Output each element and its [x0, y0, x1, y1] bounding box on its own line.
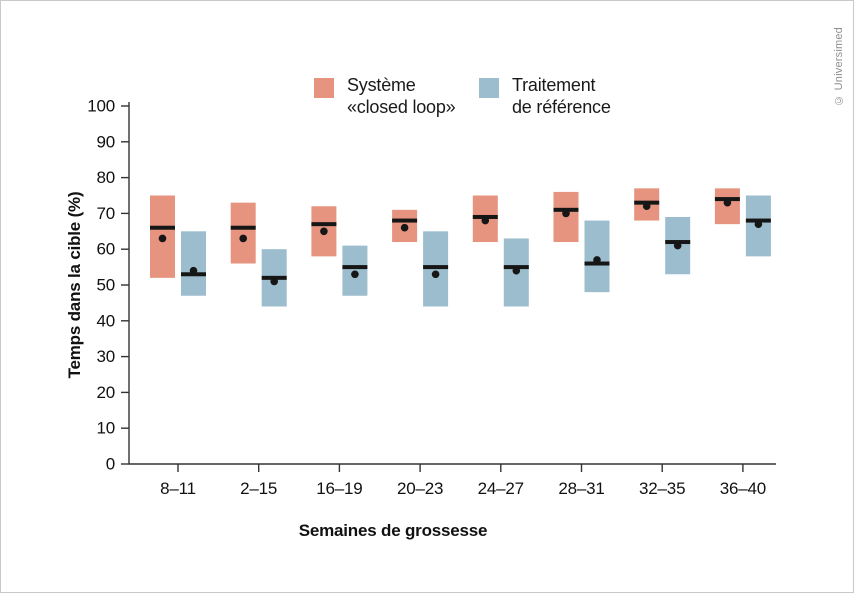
x-tick-label: 2–15 — [240, 479, 277, 498]
x-tick-label: 24–27 — [478, 479, 524, 498]
y-tick-label: 80 — [96, 168, 115, 187]
closed-loop-range-box — [230, 202, 256, 264]
y-tick-label: 50 — [96, 276, 115, 295]
y-axis-title: Temps dans la cible (%) — [65, 191, 84, 379]
closed-loop-mean-dot — [158, 234, 167, 243]
y-tick-label: 60 — [96, 240, 115, 259]
y-tick-label: 100 — [87, 97, 115, 116]
y-tick-label: 90 — [96, 132, 115, 151]
reference-median-line — [423, 265, 449, 270]
legend-label-line2: «closed loop» — [347, 97, 456, 117]
closed-loop-mean-dot — [642, 202, 651, 211]
legend-item-closed-loop: Système «closed loop» — [314, 74, 456, 118]
closed-loop-mean-dot — [239, 234, 247, 243]
closed-loop-mean-dot — [400, 223, 409, 232]
legend-swatch-reference — [479, 78, 499, 98]
closed-loop-mean-dot — [723, 198, 732, 207]
x-tick-label: 28–31 — [558, 479, 604, 498]
x-tick-label: 32–35 — [639, 479, 685, 498]
legend-label-reference: Traitement de référence — [512, 74, 611, 118]
closed-loop-mean-dot — [320, 227, 328, 236]
reference-mean-dot — [189, 266, 198, 275]
y-tick-label: 40 — [96, 311, 115, 330]
x-tick-label: 36–40 — [720, 479, 766, 498]
reference-mean-dot — [270, 277, 279, 286]
y-tick-label: 30 — [96, 347, 115, 366]
y-tick-label: 70 — [96, 204, 115, 223]
closed-loop-median-line — [230, 225, 256, 230]
reference-median-line — [342, 265, 368, 270]
reference-mean-dot — [754, 220, 763, 228]
reference-mean-dot — [431, 270, 440, 279]
legend-label-line2: de référence — [512, 97, 611, 117]
x-tick-label: 8–11 — [160, 479, 196, 498]
legend-item-reference: Traitement de référence — [479, 74, 611, 118]
legend-label-line1: Traitement — [512, 75, 596, 95]
x-axis-title: Semaines de grossesse — [298, 521, 488, 540]
legend-label-closed-loop: Système «closed loop» — [347, 74, 456, 118]
closed-loop-median-line — [150, 225, 175, 230]
x-tick-label: 16–19 — [316, 479, 362, 498]
legend-swatch-closed-loop — [314, 78, 334, 98]
closed-loop-median-line — [311, 222, 337, 227]
reference-mean-dot — [673, 241, 682, 250]
reference-mean-dot — [593, 256, 601, 264]
reference-mean-dot — [512, 266, 521, 275]
legend-label-line1: Système — [347, 75, 416, 95]
closed-loop-median-line — [392, 218, 418, 223]
x-tick-label: 20–23 — [397, 479, 443, 498]
reference-mean-dot — [351, 270, 359, 279]
closed-loop-mean-dot — [562, 209, 570, 218]
y-tick-label: 10 — [96, 419, 115, 438]
y-tick-label: 0 — [106, 455, 115, 474]
closed-loop-mean-dot — [481, 216, 490, 225]
copyright-credit: © Universimed — [833, 27, 845, 106]
reference-range-box — [181, 231, 206, 296]
y-tick-label: 20 — [96, 383, 115, 402]
